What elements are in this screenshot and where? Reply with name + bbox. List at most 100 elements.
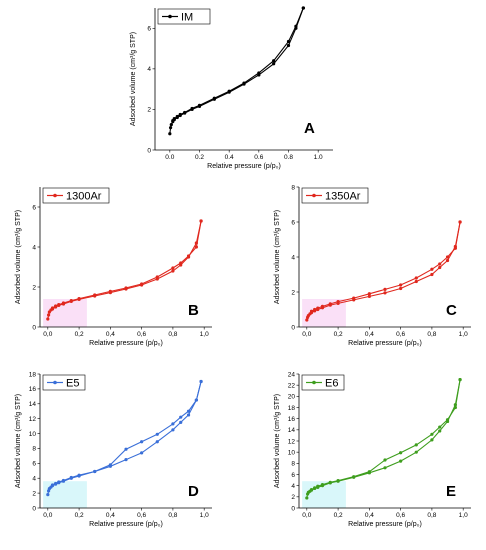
data-point (171, 118, 175, 123)
data-point (179, 261, 183, 265)
x-axis-label: Relative pressure (p/p₀) (348, 340, 422, 347)
x-tick-label: 0,8 (168, 331, 177, 338)
data-point (313, 486, 317, 490)
data-point (301, 6, 305, 10)
data-point (61, 478, 66, 483)
data-point (140, 440, 144, 444)
y-axis-label: Adsorbed volume (cm³/g STP) (130, 32, 137, 126)
data-point (430, 272, 434, 277)
data-point (190, 106, 194, 111)
data-point (179, 420, 183, 424)
x-tick-label: 0,2 (75, 512, 84, 519)
data-point (93, 469, 97, 474)
y-tick-label: 6 (291, 472, 295, 479)
data-point (272, 59, 276, 63)
x-tick-label: 0,0 (302, 331, 311, 338)
y-tick-label: 8 (32, 446, 36, 453)
x-tick-label: 0.8 (284, 154, 293, 161)
data-point (69, 475, 73, 480)
data-point (305, 496, 309, 500)
data-point (383, 287, 387, 291)
chart-panel-C: 0,0 0,2 0,4 0,6 0,8 1,0 0 2 4 6 8 Relative pressure… (274, 184, 471, 347)
data-point (242, 81, 246, 85)
legend-marker (168, 14, 172, 19)
data-point (197, 103, 202, 107)
data-point (445, 418, 450, 422)
x-tick-label: 0,6 (396, 512, 405, 519)
x-tick-label: 1,0 (200, 331, 209, 338)
data-point (199, 219, 203, 223)
y-tick-label: 4 (291, 483, 295, 490)
x-tick-label: 1,0 (459, 331, 468, 338)
data-point (257, 71, 261, 75)
legend-box (42, 374, 86, 391)
legend-box (42, 187, 110, 204)
data-point (445, 255, 450, 259)
chart-panel-A: 0.0 0.2 0.4 0.6 0.8 1.0 0 2 4 6 Relative pressure … (130, 6, 333, 170)
y-tick-label: 2 (147, 107, 151, 114)
y-tick-label: 2 (32, 490, 36, 497)
data-point (313, 307, 317, 312)
data-point (57, 303, 61, 307)
x-tick-label: 0.4 (225, 154, 234, 161)
y-tick-label: 18 (29, 371, 37, 378)
data-point (183, 110, 187, 115)
data-point (286, 43, 291, 48)
data-point (414, 450, 418, 454)
data-point (399, 283, 403, 287)
data-point (175, 114, 179, 119)
data-point (367, 292, 371, 296)
data-point (399, 286, 403, 291)
series-line-desorption (52, 381, 202, 486)
data-point (171, 422, 175, 426)
y-tick-label: 2 (32, 284, 36, 291)
data-point (108, 463, 112, 467)
data-point (336, 479, 340, 483)
y-tick-label: 0 (291, 505, 295, 512)
x-tick-label: 0,8 (427, 512, 436, 519)
legend-marker (312, 380, 316, 385)
x-tick-label: 0,2 (334, 331, 343, 338)
x-tick-label: 0,8 (427, 331, 436, 338)
series-line-desorption (311, 379, 461, 491)
legend-box (301, 374, 345, 391)
y-tick-label: 14 (288, 427, 296, 434)
data-point (414, 279, 418, 284)
data-point (124, 447, 128, 451)
x-axis-label: Relative pressure (p/p₀) (207, 163, 281, 170)
data-point (47, 313, 51, 317)
data-point (458, 220, 462, 224)
series-line-desorption (172, 7, 304, 121)
x-tick-label: 0.0 (165, 154, 174, 161)
y-tick-label: 20 (288, 394, 296, 401)
data-point (168, 132, 172, 136)
data-point (399, 451, 403, 455)
data-point (140, 282, 144, 286)
data-point (171, 269, 175, 273)
legend-marker (53, 193, 57, 198)
y-tick-label: 10 (29, 431, 37, 438)
y-tick-label: 6 (32, 204, 36, 211)
data-point (438, 262, 442, 266)
data-point (336, 300, 340, 304)
data-point (316, 306, 320, 310)
y-axis-label: Adsorbed volume (cm³/g STP) (15, 210, 22, 304)
data-point (453, 246, 457, 250)
data-point (438, 429, 442, 433)
x-axis-label: Relative pressure (p/p₀) (89, 521, 163, 528)
data-point (93, 293, 97, 297)
data-point (272, 62, 276, 66)
x-tick-label: 0.6 (254, 154, 263, 161)
chart-panel-E: 0,0 0,2 0,4 0,6 0,8 1,0024681012141618202224R… (274, 371, 471, 528)
y-tick-label: 4 (147, 66, 151, 73)
data-point (155, 275, 159, 279)
y-tick-label: 22 (288, 382, 296, 389)
x-tick-label: 0,6 (137, 512, 146, 519)
data-point (367, 294, 371, 298)
legend-box (157, 8, 211, 25)
data-point (352, 475, 356, 479)
data-point (383, 458, 387, 462)
y-axis-label: Adsorbed volume (cm³/g STP) (274, 394, 281, 488)
data-point (50, 306, 55, 310)
